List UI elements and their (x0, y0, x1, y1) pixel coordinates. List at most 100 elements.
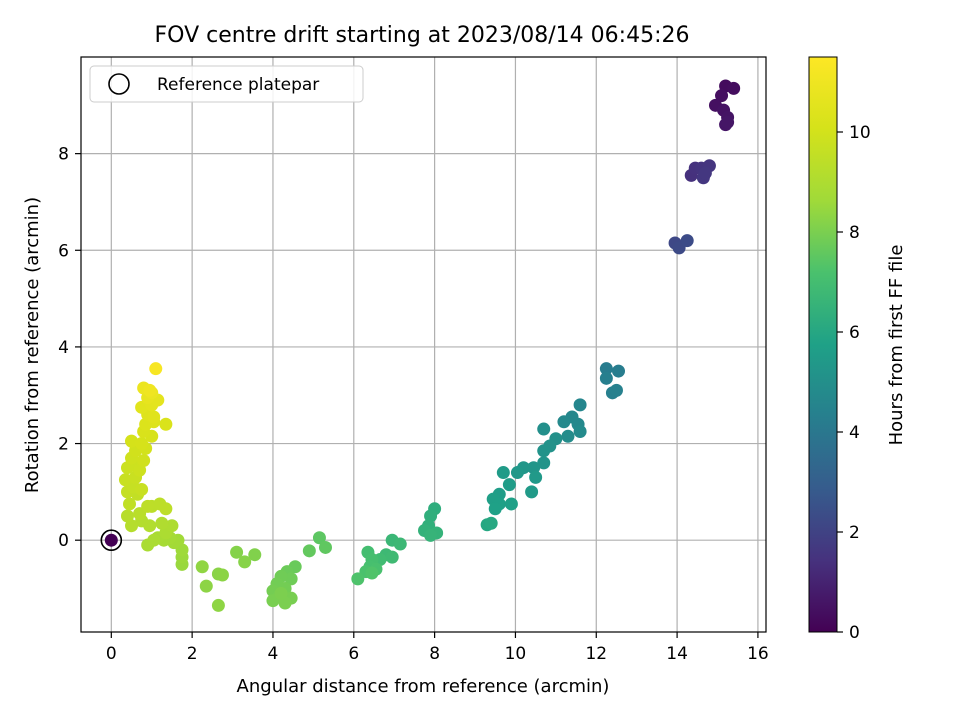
x-tick-label: 0 (106, 644, 117, 664)
x-tick-label: 6 (348, 644, 359, 664)
data-point (609, 383, 623, 397)
data-point (561, 429, 575, 443)
data-point (238, 555, 252, 569)
data-point (230, 545, 244, 559)
y-tick-label: 0 (58, 531, 69, 551)
data-point (248, 548, 262, 562)
plot-frame (80, 56, 767, 633)
colorbar-tick-label: 2 (849, 523, 860, 543)
data-point (727, 81, 741, 95)
data-point (715, 89, 729, 103)
data-point (599, 362, 613, 376)
data-point (537, 456, 551, 470)
data-point (525, 485, 539, 499)
data-point (312, 531, 326, 545)
y-axis: 0 2 4 6 8 (58, 145, 81, 551)
colorbar-label: Hours from first FF file (886, 245, 907, 446)
reference-marker-layer (100, 529, 123, 551)
data-point (120, 509, 134, 523)
x-tick-label: 12 (585, 644, 607, 664)
data-point (215, 568, 229, 582)
data-point (599, 371, 613, 385)
colorbar-tick-label: 6 (849, 323, 860, 343)
data-point (159, 502, 173, 516)
data-point (141, 499, 155, 513)
grid-lines (81, 57, 766, 632)
data-point (424, 528, 438, 542)
reference-platepar-marker (100, 529, 123, 551)
data-point (135, 482, 149, 496)
y-tick-label: 2 (58, 435, 69, 455)
legend-entry-reference: Reference platepar (157, 75, 319, 95)
chart-title: FOV centre drift starting at 2023/08/14 … (155, 23, 690, 48)
data-point (573, 424, 587, 438)
data-point (537, 444, 551, 458)
data-point (611, 364, 625, 378)
colorbar-tick-label: 4 (849, 423, 860, 443)
data-point (504, 497, 518, 511)
data-point (365, 566, 379, 580)
data-point (424, 509, 438, 523)
data-point (143, 383, 157, 397)
data-points (118, 79, 741, 612)
data-point (155, 516, 169, 530)
x-tick-label: 14 (666, 644, 688, 664)
colorbar-tick-label: 0 (849, 623, 860, 643)
y-axis-label: Rotation from reference (arcmin) (22, 197, 43, 493)
data-point (159, 417, 173, 431)
colorbar-gradient (808, 56, 838, 633)
x-tick-label: 4 (268, 644, 279, 664)
y-tick-label: 8 (58, 145, 69, 165)
colorbar-tick-label: 10 (849, 123, 871, 143)
data-point (537, 422, 551, 436)
data-point (195, 560, 209, 574)
legend-box (89, 65, 364, 103)
data-point (502, 478, 516, 492)
data-point (573, 398, 587, 412)
x-axis-label: Angular distance from reference (arcmin) (237, 676, 610, 697)
data-point (284, 572, 298, 586)
reference-point (104, 533, 118, 547)
x-tick-label: 10 (505, 644, 527, 664)
data-point (385, 550, 399, 564)
x-tick-label: 16 (747, 644, 769, 664)
data-point (557, 415, 571, 429)
data-point (118, 473, 132, 487)
x-tick-label: 8 (429, 644, 440, 664)
x-tick-label: 2 (187, 644, 198, 664)
data-point (510, 466, 524, 480)
legend-marker-icon (108, 73, 130, 95)
data-point (122, 497, 136, 511)
legend: Reference platepar (89, 65, 364, 103)
data-point (165, 519, 179, 533)
data-point (149, 362, 163, 376)
data-point (393, 537, 407, 551)
data-point (488, 502, 502, 516)
data-point (484, 516, 498, 530)
data-point (147, 533, 161, 547)
data-point (125, 434, 139, 448)
data-point (137, 453, 151, 467)
colorbar: 0 2 4 6 8 10 Hours from first FF file (808, 56, 907, 643)
colorbar-ticks: 0 2 4 6 8 10 (837, 123, 871, 643)
data-point (698, 166, 712, 180)
data-point (199, 579, 213, 593)
data-point (135, 437, 149, 451)
data-point (274, 586, 288, 600)
data-point (302, 544, 316, 558)
data-point (527, 461, 541, 475)
data-point (680, 234, 694, 248)
x-axis: 0 2 4 6 8 10 12 14 16 (106, 632, 769, 664)
data-point (135, 400, 149, 414)
data-point (351, 572, 365, 586)
data-point (211, 598, 225, 612)
data-point (147, 410, 161, 424)
data-point (721, 115, 735, 129)
data-point (529, 470, 543, 484)
y-tick-label: 4 (58, 338, 69, 358)
colorbar-tick-label: 8 (849, 223, 860, 243)
data-point (496, 466, 510, 480)
y-tick-label: 6 (58, 241, 69, 261)
data-point (318, 540, 332, 554)
